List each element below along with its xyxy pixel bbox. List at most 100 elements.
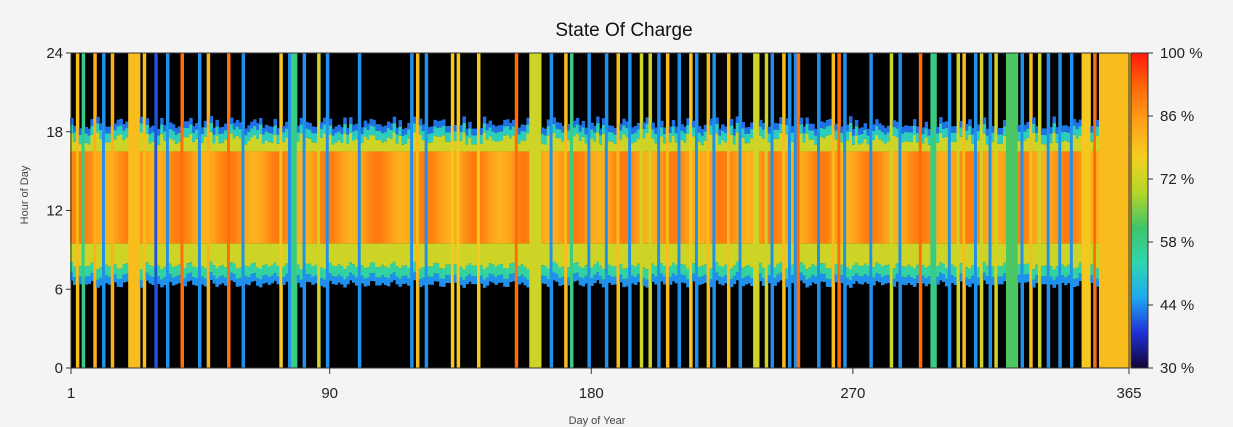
y-tick-label: 18: [46, 124, 63, 141]
heatmap-cell: [1049, 151, 1054, 244]
heatmap-cell: [886, 141, 891, 152]
heatmap-cell: [218, 151, 222, 244]
heatmap-cell: [1075, 267, 1080, 279]
heatmap-cell: [212, 127, 216, 135]
heatmap-cell: [805, 269, 809, 280]
heatmap-cell: [445, 243, 449, 265]
heatmap-cell: [633, 266, 638, 278]
heatmap-cell: [508, 243, 513, 264]
heatmap-cell: [1090, 275, 1094, 284]
heatmap-cell: [72, 266, 77, 278]
heatmap-cell: [849, 243, 853, 270]
heatmap-cell: [991, 141, 995, 152]
heatmap-cell: [308, 122, 312, 130]
heatmap-cell: [892, 278, 897, 287]
heatmap-cell: [282, 243, 286, 267]
heatmap-cell: [84, 276, 89, 285]
heatmap-cell: [174, 134, 179, 144]
heatmap-cell: [584, 127, 589, 135]
heatmap-cell: [87, 135, 91, 145]
heatmap-cell: [584, 275, 589, 284]
heatmap-cell: [238, 278, 243, 287]
heatmap-cell: [517, 134, 522, 144]
heatmap-cell: [410, 53, 414, 368]
heatmap-cell: [1110, 53, 1115, 368]
heatmap-cell: [459, 125, 464, 132]
heatmap-cell: [375, 277, 379, 286]
heatmap-cell: [601, 279, 606, 288]
heatmap-cell: [186, 151, 190, 244]
heatmap-cell: [479, 243, 484, 266]
heatmap-cell: [421, 124, 426, 131]
heatmap-cell: [78, 276, 83, 285]
heatmap-cell: [445, 151, 449, 244]
heatmap-cell: [942, 274, 946, 282]
heatmap-cell: [668, 243, 673, 267]
heatmap-cell: [645, 117, 650, 124]
heatmap-cell: [148, 143, 153, 152]
heatmap-cell: [558, 122, 562, 130]
heatmap-cell: [668, 126, 673, 133]
heatmap-cell: [578, 140, 583, 152]
heatmap-cell: [808, 139, 812, 152]
heatmap-cell: [761, 129, 766, 139]
heatmap-cell: [247, 243, 251, 267]
heatmap-cell: [433, 273, 437, 282]
heatmap-cell: [825, 135, 830, 152]
heatmap-cell: [700, 276, 705, 285]
heatmap-cell: [215, 151, 219, 244]
heatmap-cell: [340, 266, 344, 277]
heatmap-cell: [430, 266, 434, 277]
heatmap-cell: [398, 151, 402, 244]
heatmap-cell: [311, 266, 315, 277]
heatmap-cell: [148, 151, 153, 244]
heatmap-cell: [131, 53, 135, 368]
heatmap-cell: [610, 125, 615, 133]
heatmap-cell: [828, 125, 833, 135]
heatmap-cell: [436, 121, 440, 128]
heatmap-cell: [825, 126, 830, 136]
heatmap-cell: [296, 264, 301, 276]
heatmap-cell: [479, 128, 484, 135]
heatmap-cell: [482, 116, 487, 124]
heatmap-cell: [413, 243, 417, 262]
heatmap-cell: [433, 135, 437, 152]
heatmap-cell: [189, 262, 193, 273]
heatmap-cell: [674, 264, 679, 276]
heatmap-cell: [485, 130, 490, 140]
heatmap-cell: [267, 243, 272, 267]
heatmap-cell: [212, 134, 216, 144]
heatmap-cell: [183, 243, 187, 268]
heatmap-cell: [959, 263, 963, 274]
heatmap-cell: [1052, 132, 1056, 152]
heatmap-cell: [372, 243, 376, 263]
heatmap-cell: [1023, 124, 1027, 132]
heatmap-cell: [631, 243, 635, 266]
heatmap-cell: [1087, 53, 1091, 368]
heatmap-cell: [322, 124, 327, 134]
heatmap-cell: [1064, 141, 1068, 152]
heatmap-cell: [808, 130, 812, 140]
heatmap-cell: [1078, 273, 1083, 282]
heatmap-cell: [357, 53, 362, 368]
heatmap-cell: [747, 133, 751, 143]
heatmap-cell: [107, 126, 112, 134]
heatmap-cell: [709, 279, 713, 288]
heatmap-cell: [1043, 128, 1048, 136]
heatmap-cell: [389, 123, 394, 130]
heatmap-cell: [491, 124, 496, 132]
heatmap-cell: [651, 274, 655, 283]
heatmap-cell: [328, 118, 333, 126]
heatmap-cell: [581, 136, 586, 152]
heatmap-cell: [921, 151, 926, 244]
heatmap-cell: [718, 265, 722, 277]
heatmap-cell: [593, 132, 597, 142]
heatmap-cell: [494, 126, 498, 133]
heatmap-cell: [1005, 53, 1010, 368]
heatmap-cell: [1040, 144, 1045, 152]
heatmap-cell: [427, 133, 432, 143]
heatmap-cell: [828, 243, 833, 269]
heatmap-cell: [407, 129, 411, 139]
heatmap-cell: [846, 124, 850, 132]
heatmap-cell: [1055, 266, 1059, 277]
